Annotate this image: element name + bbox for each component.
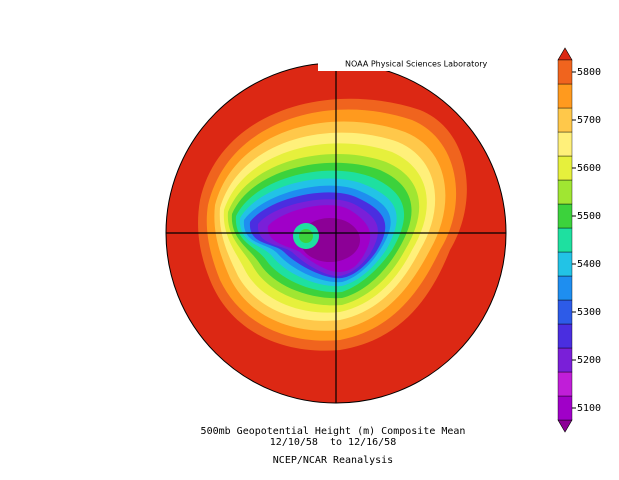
colorbar-band [557,107,573,133]
colorbar-band [557,83,573,109]
colorbar-band [557,371,573,397]
colorbar-tick-label: 5500 [577,211,601,222]
label-box [318,57,504,71]
footer-dates: 12/10/58 to 12/16/58 [270,437,396,448]
footer-title: 500mb Geopotential Height (m) Composite … [201,426,466,437]
colorbar: 5100 5200 5300 5400 5500 5600 5700 5800 [557,47,601,433]
colorbar-band [557,131,573,157]
colorbar-band [557,203,573,229]
map [166,63,506,403]
colorbar-tick-label: 5800 [577,67,601,78]
colorbar-tick-label: 5300 [577,307,601,318]
colorbar-band [557,275,573,301]
colorbar-band [557,227,573,253]
colorbar-band [557,299,573,325]
header-label: NOAA Physical Sciences Laboratory [345,60,488,69]
colorbar-band [557,395,573,421]
colorbar-band [557,347,573,373]
colorbar-tick-label: 5600 [577,163,601,174]
colorbar-band [557,59,573,85]
colorbar-end [557,47,573,61]
colorbar-tick-label: 5400 [577,259,601,270]
colorbar-tick-label: 5100 [577,403,601,414]
colorbar-tick-label: 5700 [577,115,601,126]
colorbar-band [557,179,573,205]
footer-source: NCEP/NCAR Reanalysis [273,455,393,466]
colorbar-band [557,155,573,181]
colorbar-end [557,419,573,433]
colorbar-band [557,323,573,349]
colorbar-tick-label: 5200 [577,355,601,366]
colorbar-band [557,251,573,277]
